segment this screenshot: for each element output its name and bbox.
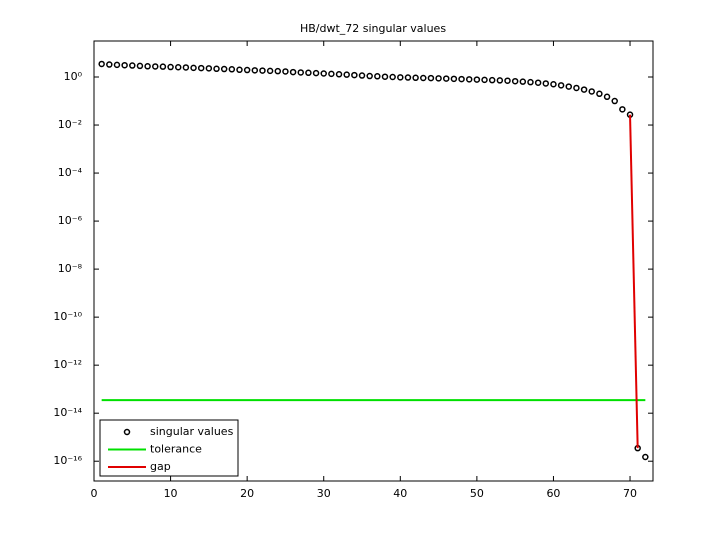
data-point: [527, 78, 534, 86]
y-tick-label: 10⁻²: [58, 118, 82, 131]
data-point: [358, 72, 366, 79]
data-point: [213, 65, 220, 73]
y-tick-label: 10⁰: [64, 70, 83, 83]
data-point: [167, 63, 174, 71]
data-point: [205, 65, 213, 72]
data-point: [197, 64, 205, 72]
data-point: [159, 63, 167, 70]
legend-label: tolerance: [150, 443, 202, 456]
data-point: [106, 61, 113, 68]
data-point: [121, 61, 128, 69]
data-point: [312, 69, 320, 77]
data-point: [550, 80, 557, 88]
data-point: [320, 70, 327, 77]
chart-title: HB/dwt_72 singular values: [300, 22, 446, 35]
data-point: [136, 62, 144, 70]
data-point: [557, 82, 565, 89]
plot-frame: [93, 40, 654, 482]
y-tick-label: 10⁻¹⁶: [53, 454, 82, 467]
x-tick-label: 40: [393, 487, 407, 500]
y-tick-label: 10⁻⁶: [58, 214, 83, 227]
data-point: [328, 70, 335, 78]
data-point: [611, 97, 618, 105]
x-tick-label: 0: [91, 487, 98, 500]
data-point: [573, 84, 580, 92]
data-point: [259, 67, 266, 74]
data-point: [366, 72, 373, 80]
data-point: [450, 75, 458, 83]
data-point: [266, 67, 274, 75]
data-point: [504, 77, 511, 84]
data-point: [481, 76, 488, 84]
data-point: [412, 74, 419, 82]
data-point: [144, 63, 151, 70]
data-point: [389, 73, 396, 81]
data-point: [190, 64, 197, 72]
data-point: [565, 83, 573, 90]
data-point: [343, 71, 350, 78]
data-point: [274, 67, 282, 75]
data-point: [381, 73, 389, 80]
data-point: [458, 75, 465, 83]
data-point: [534, 79, 542, 86]
data-point: [98, 60, 105, 68]
data-point: [588, 88, 595, 95]
y-tick-label: 10⁻⁴: [58, 166, 83, 179]
data-point: [519, 78, 527, 85]
data-point: [228, 66, 236, 73]
data-point: [488, 76, 496, 84]
x-tick-label: 30: [317, 487, 331, 500]
data-point: [619, 106, 626, 113]
data-point: [282, 68, 289, 75]
data-point: [404, 74, 412, 81]
data-point: [442, 75, 450, 82]
data-point: [251, 67, 259, 74]
y-tick-label: 10⁻¹⁰: [53, 310, 82, 323]
data-point: [397, 74, 404, 81]
data-point: [113, 61, 121, 69]
y-tick-label: 10⁻¹⁴: [53, 406, 82, 419]
data-point: [420, 74, 427, 82]
data-point: [511, 77, 519, 85]
x-tick-label: 20: [240, 487, 254, 500]
x-tick-label: 50: [470, 487, 484, 500]
data-point: [129, 62, 136, 69]
y-tick-label: 10⁻⁸: [58, 262, 83, 275]
data-point: [374, 73, 381, 80]
legend-label: singular values: [150, 425, 234, 438]
data-point: [297, 69, 305, 76]
data-point: [427, 74, 435, 82]
data-point: [174, 63, 182, 71]
data-line: [629, 114, 639, 449]
data-point: [182, 64, 190, 71]
data-point: [465, 76, 473, 83]
data-point: [335, 71, 343, 78]
data-point: [542, 80, 550, 87]
data-point: [435, 75, 442, 82]
x-tick-label: 60: [546, 487, 560, 500]
data-point: [473, 76, 481, 83]
legend-label: gap: [150, 460, 171, 473]
x-tick-label: 10: [164, 487, 178, 500]
data-point: [351, 71, 358, 79]
data-point: [580, 86, 588, 93]
data-point: [289, 68, 297, 76]
data-point: [236, 66, 243, 74]
data-point: [243, 66, 251, 74]
data-point: [305, 69, 312, 77]
data-point: [152, 63, 159, 70]
data-point: [603, 93, 611, 101]
y-tick-label: 10⁻¹²: [53, 358, 82, 371]
data-point: [596, 90, 603, 98]
data-point: [496, 77, 504, 84]
legend-marker: [123, 428, 131, 436]
data-point: [642, 453, 649, 461]
data-point: [220, 65, 228, 73]
x-tick-label: 70: [623, 487, 637, 500]
